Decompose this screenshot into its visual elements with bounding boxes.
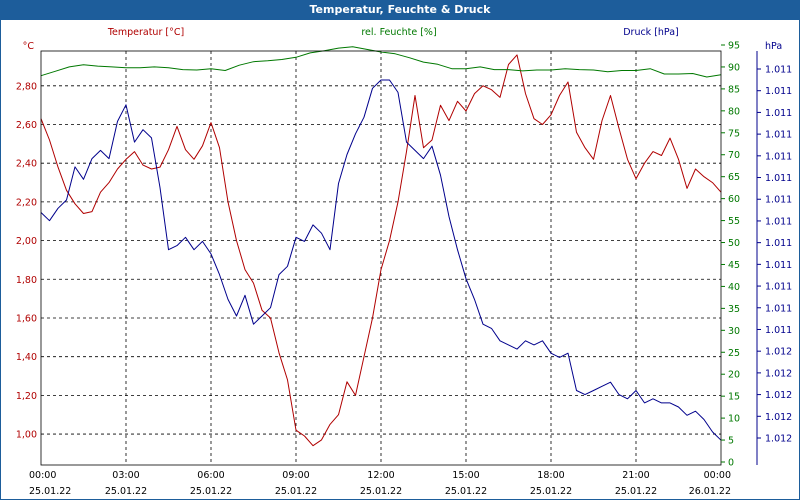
x-date-tick-label: 25.01.22 bbox=[615, 486, 657, 497]
humidity-tick-label: 45 bbox=[728, 260, 740, 271]
humidity-tick-label: 70 bbox=[728, 150, 740, 161]
x-date-tick-label: 25.01.22 bbox=[105, 486, 147, 497]
x-time-tick-label: 00:00 bbox=[29, 470, 56, 481]
humidity-tick-label: 0 bbox=[728, 458, 734, 469]
pressure-series-line bbox=[40, 79, 722, 441]
pressure-tick-label: 1.011 bbox=[765, 130, 792, 141]
window-title: Temperatur, Feuchte & Druck bbox=[1, 1, 799, 20]
pressure-tick-label: 1.011 bbox=[765, 108, 792, 119]
x-time-tick-label: 09:00 bbox=[282, 470, 309, 481]
temperature-series-line bbox=[40, 54, 722, 447]
plot-frame bbox=[40, 50, 722, 466]
x-date-tick-label: 25.01.22 bbox=[360, 486, 402, 497]
temperature-tick-label: 1,60 bbox=[16, 313, 37, 324]
humidity-tick-label: 5 bbox=[728, 436, 734, 447]
pressure-tick-label: 1.011 bbox=[765, 86, 792, 97]
x-time-tick-label: 18:00 bbox=[537, 470, 564, 481]
x-time-tick-label: 12:00 bbox=[367, 470, 394, 481]
humidity-tick-label: 15 bbox=[728, 392, 740, 403]
pressure-tick-label: 1.012 bbox=[765, 412, 792, 423]
x-time-tick-label: 21:00 bbox=[622, 470, 649, 481]
pressure-tick-label: 1.012 bbox=[765, 368, 792, 379]
humidity-tick-label: 50 bbox=[728, 238, 740, 249]
x-date-tick-label: 25.01.22 bbox=[445, 486, 487, 497]
humidity-tick-label: 30 bbox=[728, 326, 740, 337]
humidity-tick-label: 25 bbox=[728, 348, 740, 359]
humidity-tick-label: 35 bbox=[728, 304, 740, 315]
temperature-tick-label: 2,00 bbox=[16, 236, 37, 247]
x-date-tick-label: 25.01.22 bbox=[29, 486, 71, 497]
pressure-tick-label: 1.011 bbox=[765, 282, 792, 293]
humidity-axis-title: rel. Feuchte [%] bbox=[361, 27, 436, 38]
humidity-tick-label: 10 bbox=[728, 414, 740, 425]
pressure-tick-label: 1.011 bbox=[765, 238, 792, 249]
temperature-unit-label: °C bbox=[23, 41, 35, 52]
temperature-tick-label: 2,40 bbox=[16, 159, 37, 170]
humidity-tick-label: 65 bbox=[728, 172, 740, 183]
pressure-tick-label: 1.012 bbox=[765, 390, 792, 401]
temperature-tick-label: 2,80 bbox=[16, 81, 37, 92]
x-date-tick-label: 25.01.22 bbox=[190, 486, 232, 497]
pressure-tick-label: 1.011 bbox=[765, 260, 792, 271]
pressure-axis-title: Druck [hPa] bbox=[623, 27, 679, 38]
x-time-tick-label: 03:00 bbox=[112, 470, 139, 481]
humidity-tick-label: 40 bbox=[728, 282, 740, 293]
humidity-tick-label: 75 bbox=[728, 128, 740, 139]
temperature-tick-label: 1,00 bbox=[16, 430, 37, 441]
humidity-tick-label: 95 bbox=[728, 41, 740, 52]
temperature-tick-label: 2,20 bbox=[16, 197, 37, 208]
grid bbox=[41, 51, 721, 465]
pressure-tick-label: 1.011 bbox=[765, 65, 792, 76]
pressure-tick-label: 1.012 bbox=[765, 434, 792, 445]
x-date-tick-label: 25.01.22 bbox=[530, 486, 572, 497]
pressure-tick-label: 1.011 bbox=[765, 151, 792, 162]
tick-labels: 1,00 1,20 1,40 1,60 1,80 2,00 2,20 2,40 2,60 2,80… bbox=[16, 41, 792, 498]
x-date-tick-label: 25.01.22 bbox=[275, 486, 317, 497]
x-date-tick-label: 26.01.22 bbox=[689, 486, 731, 497]
humidity-series-line bbox=[40, 46, 722, 78]
humidity-tick-label: 55 bbox=[728, 216, 740, 227]
x-time-tick-label: 15:00 bbox=[452, 470, 479, 481]
pressure-tick-label: 1.012 bbox=[765, 347, 792, 358]
pressure-unit-label: hPa bbox=[765, 41, 782, 52]
pressure-tick-label: 1.011 bbox=[765, 173, 792, 184]
humidity-tick-label: 60 bbox=[728, 194, 740, 205]
temperature-tick-label: 1,40 bbox=[16, 352, 37, 363]
temperature-axis-title: Temperatur [°C] bbox=[107, 27, 184, 38]
pressure-tick-label: 1.011 bbox=[765, 195, 792, 206]
humidity-tick-label: 90 bbox=[728, 62, 740, 73]
temperature-tick-label: 2,60 bbox=[16, 120, 37, 131]
plot-border bbox=[40, 50, 722, 466]
series-lines bbox=[40, 46, 722, 447]
pressure-tick-label: 1.011 bbox=[765, 325, 792, 336]
x-time-tick-label: 00:00 bbox=[704, 470, 731, 481]
humidity-tick-label: 85 bbox=[728, 84, 740, 95]
humidity-tick-label: 20 bbox=[728, 370, 740, 381]
humidity-tick-label: 80 bbox=[728, 106, 740, 117]
pressure-tick-label: 1.011 bbox=[765, 216, 792, 227]
pressure-tick-label: 1.011 bbox=[765, 303, 792, 314]
temperature-tick-label: 1,80 bbox=[16, 275, 37, 286]
temperature-tick-label: 1,20 bbox=[16, 391, 37, 402]
x-time-tick-label: 06:00 bbox=[197, 470, 224, 481]
